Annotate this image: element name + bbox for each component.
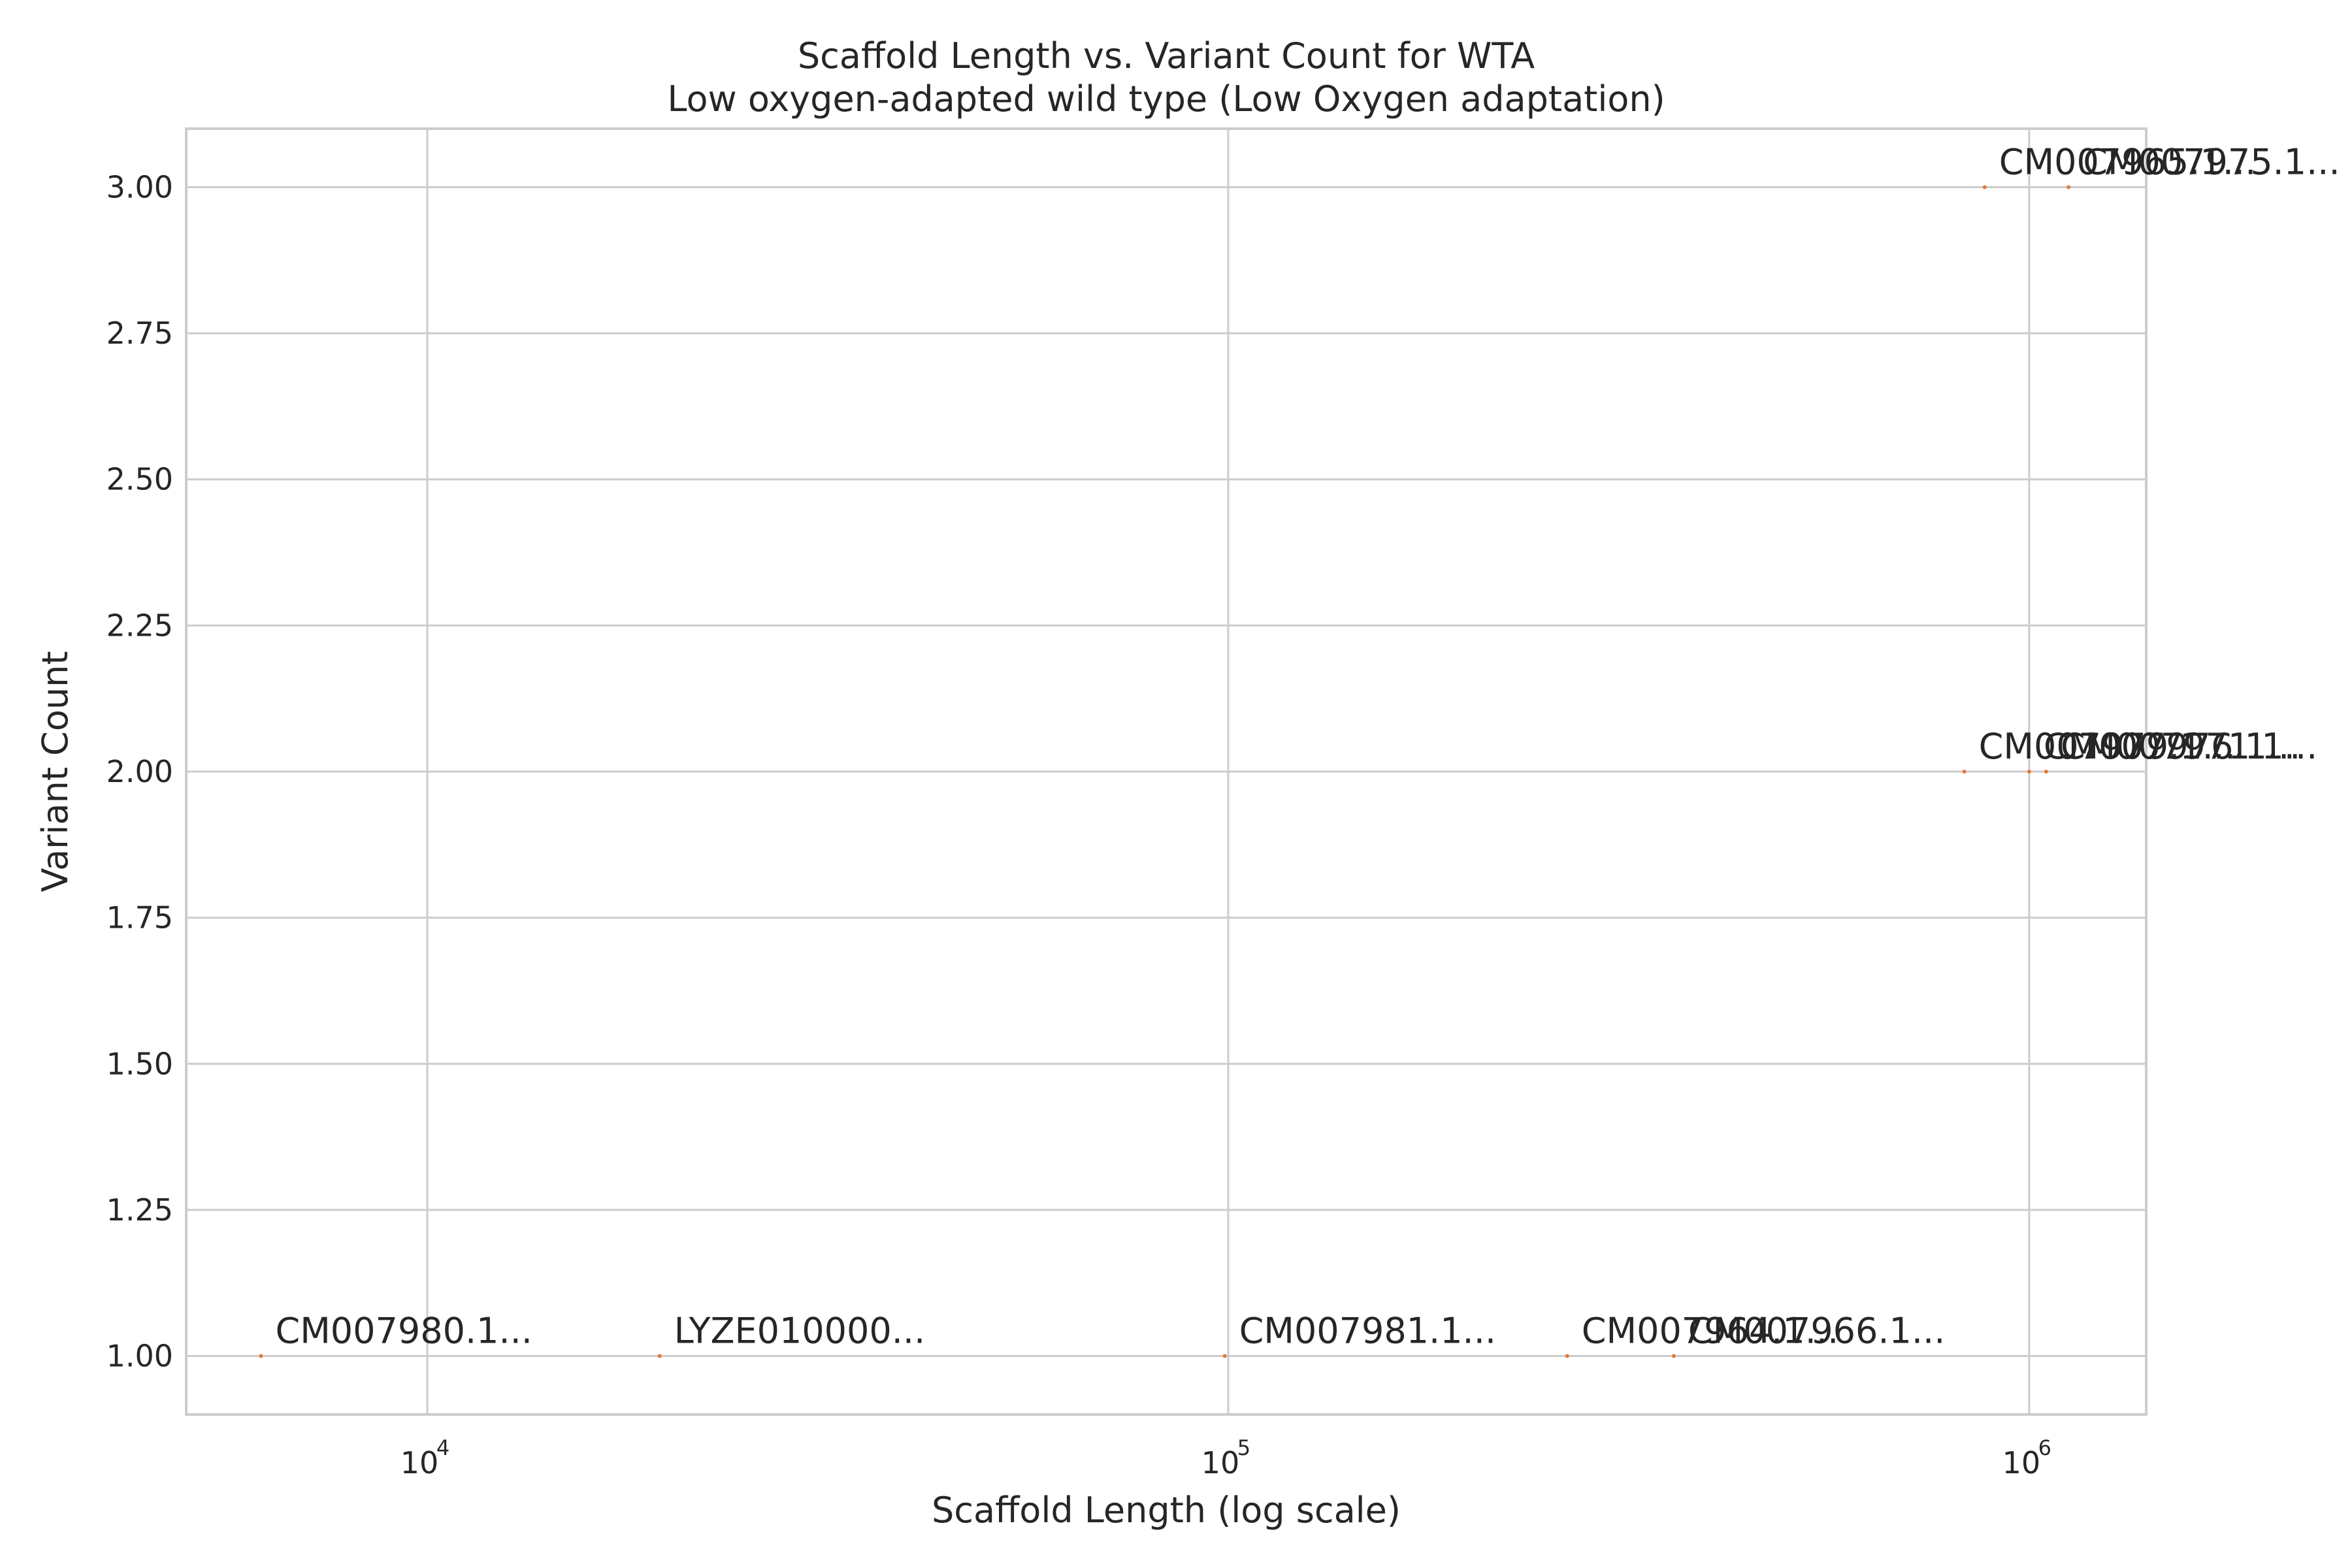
chart-title: Scaffold Length vs. Variant Count for WT… — [798, 35, 1535, 76]
x-tick-exponent: 5 — [1237, 1435, 1250, 1460]
y-axis-label: Variant Count — [35, 651, 76, 892]
x-tick-base: 10 — [2002, 1445, 2041, 1480]
data-point — [657, 1354, 662, 1358]
y-tick-label: 3.00 — [106, 169, 173, 204]
point-label: CM007979.1... — [1979, 726, 2236, 767]
data-point — [259, 1354, 263, 1358]
grid-lines — [186, 129, 2146, 1414]
x-axis-label: Scaffold Length (log scale) — [932, 1490, 1401, 1531]
y-tick-label: 2.50 — [106, 462, 173, 497]
y-tick-label: 1.75 — [106, 900, 173, 936]
point-label: LYZE010000... — [674, 1311, 926, 1352]
data-point — [1962, 770, 1967, 774]
y-tick-label: 1.00 — [106, 1339, 173, 1374]
point-label: CM007964.1... — [1582, 1311, 1838, 1352]
data-points: CM007980.1... LYZE010000... CM007981.1... C… — [259, 141, 2340, 1358]
point-label: CM007981.1... — [1239, 1311, 1496, 1352]
point-label: CM007975.1... — [2083, 141, 2340, 182]
y-tick-label: 1.25 — [106, 1192, 173, 1228]
x-tick-label: 105 — [1201, 1435, 1250, 1480]
x-tick-exponent: 4 — [436, 1435, 449, 1460]
point-label: CM007971.1... — [2061, 726, 2317, 767]
y-tick-label: 1.50 — [106, 1046, 173, 1081]
x-tick-label: 106 — [2002, 1435, 2051, 1480]
x-tick-label: 104 — [400, 1435, 449, 1480]
point-label: CM007980.1... — [276, 1311, 532, 1352]
data-point — [1222, 1354, 1227, 1358]
plot-area-frame — [185, 127, 2148, 1416]
data-point — [2066, 185, 2071, 189]
point-label: CM007965.1... — [1999, 141, 2256, 182]
chart-subtitle: Low oxygen-adapted wild type (Low Oxygen… — [667, 78, 1665, 120]
point-label: CM007976.1... — [2044, 726, 2300, 767]
point-label: CM007966.1... — [1688, 1311, 1945, 1352]
data-point — [1982, 185, 1987, 189]
y-tick-label: 2.00 — [106, 754, 173, 789]
x-tick-exponent: 6 — [2038, 1435, 2051, 1460]
data-point — [2044, 770, 2048, 774]
data-point — [2027, 770, 2031, 774]
x-tick-base: 10 — [1201, 1445, 1240, 1480]
x-tick-base: 10 — [400, 1445, 439, 1480]
y-tick-label: 2.75 — [106, 316, 173, 351]
data-point — [1671, 1354, 1676, 1358]
y-tick-label: 2.25 — [106, 608, 173, 643]
data-point — [1565, 1354, 1569, 1358]
